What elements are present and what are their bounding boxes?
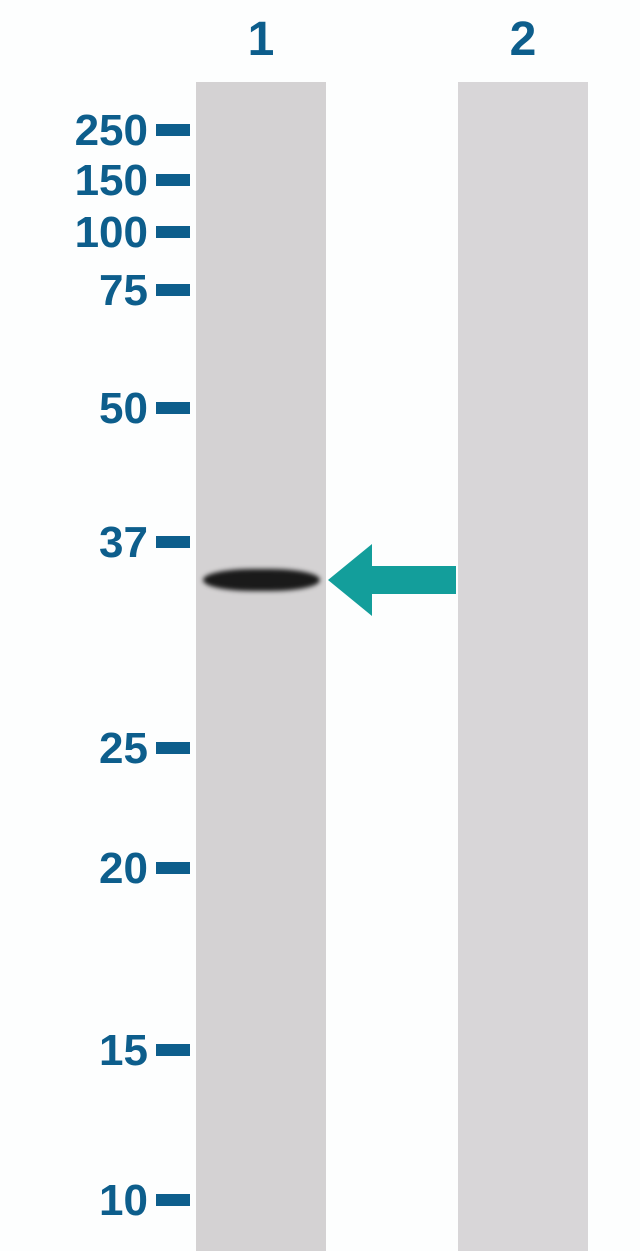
ladder-tick-15 — [156, 1044, 190, 1056]
ladder-tick-75 — [156, 284, 190, 296]
ladder-label-150: 150 — [75, 156, 148, 206]
ladder-label-10: 10 — [99, 1176, 148, 1226]
ladder-tick-50 — [156, 402, 190, 414]
lane-2-strip — [458, 82, 588, 1251]
ladder-label-50: 50 — [99, 384, 148, 434]
lane-2-header: 2 — [458, 12, 588, 67]
ladder-tick-100 — [156, 226, 190, 238]
lane-1-header: 1 — [196, 12, 326, 67]
lane-1-strip — [196, 82, 326, 1251]
ladder-tick-37 — [156, 536, 190, 548]
band-indicator-arrow — [328, 544, 456, 616]
ladder-tick-150 — [156, 174, 190, 186]
ladder-label-100: 100 — [75, 208, 148, 258]
ladder-label-75: 75 — [99, 266, 148, 316]
ladder-tick-25 — [156, 742, 190, 754]
ladder-tick-250 — [156, 124, 190, 136]
ladder-label-25: 25 — [99, 724, 148, 774]
ladder-label-37: 37 — [99, 518, 148, 568]
ladder-tick-10 — [156, 1194, 190, 1206]
ladder-label-20: 20 — [99, 844, 148, 894]
ladder-label-250: 250 — [75, 106, 148, 156]
arrow-head-icon — [328, 544, 372, 616]
ladder-tick-20 — [156, 862, 190, 874]
ladder-label-15: 15 — [99, 1026, 148, 1076]
arrow-stem — [372, 566, 456, 594]
western-blot-figure: 1 2 250150100 75 50 37 25 20 15 10 — [0, 0, 640, 1251]
band-lane-1 — [203, 569, 320, 591]
